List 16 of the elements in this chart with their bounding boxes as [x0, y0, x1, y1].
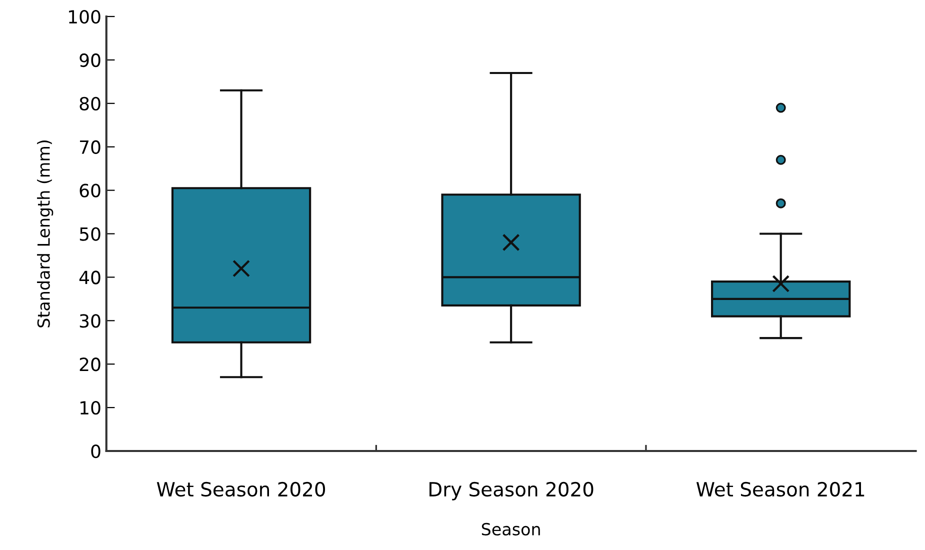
- y-tick-label: 20: [80, 358, 100, 372]
- y-tick-label: 80: [80, 96, 100, 111]
- y-tick-label: 40: [79, 270, 100, 284]
- y-tick-label: 90: [80, 53, 100, 68]
- x-tick-label: Wet Season 2020: [156, 482, 326, 497]
- y-tick-label: 50: [80, 227, 100, 241]
- x-tick-label: Wet Season 2021: [696, 482, 864, 497]
- y-axis-title: Standard Length (mm): [37, 140, 54, 328]
- y-tick-label: 70: [80, 140, 100, 154]
- y-tick-label: 0: [91, 444, 100, 458]
- y-tick-label: 100: [69, 10, 100, 24]
- y-tick-label: 30: [80, 314, 100, 328]
- x-axis-title: Season: [482, 522, 540, 536]
- y-tick-label: 10: [80, 401, 100, 415]
- y-tick-label: 60: [80, 184, 100, 198]
- x-tick-label: Dry Season 2020: [430, 482, 594, 500]
